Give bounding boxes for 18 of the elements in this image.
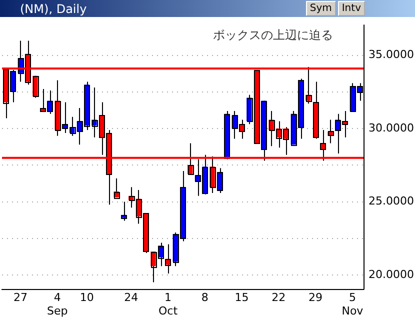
x-tick-label: 29 bbox=[308, 291, 323, 304]
x-tick-label: 4 Sep bbox=[46, 291, 68, 318]
text: Sym bbox=[306, 1, 336, 16]
text: Intv bbox=[338, 1, 365, 16]
x-tick-label: 24 bbox=[124, 291, 138, 304]
x-tick-label: 1 Oct bbox=[158, 291, 178, 318]
x-tick-label: 27 bbox=[13, 291, 28, 304]
y-tick-label: 35.0000 bbox=[368, 48, 414, 62]
annotation: ボックスの上辺に迫る bbox=[213, 27, 333, 44]
y-tick-label: 25.0000 bbox=[368, 194, 414, 208]
y-tick-label: 30.0000 bbox=[368, 121, 414, 134]
chart-title: (NM), Daily bbox=[20, 2, 88, 16]
y-tick-label: 20.0000 bbox=[368, 268, 414, 281]
x-tick-label: 8 bbox=[201, 291, 208, 304]
x-tick-label: 5 Nov bbox=[342, 291, 364, 318]
x-tick-label: 15 bbox=[234, 291, 249, 304]
x-tick-label: 10 bbox=[80, 291, 94, 304]
x-tick-label: 22 bbox=[272, 291, 286, 304]
